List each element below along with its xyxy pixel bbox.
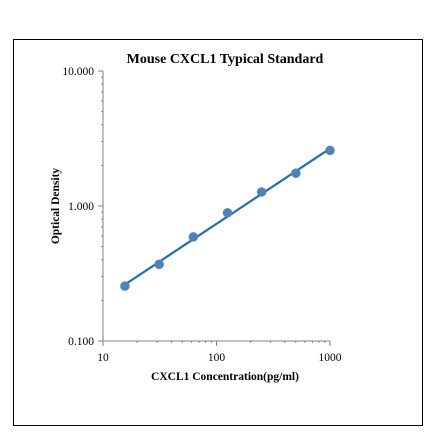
data-points [120, 145, 335, 291]
x-axis-label: CXCL1 Concentration(pg/ml) [151, 371, 299, 383]
x-tick-label: 10 [97, 352, 109, 364]
x-tick-label: 1000 [319, 352, 342, 364]
data-point [120, 281, 130, 291]
data-point [154, 259, 164, 270]
data-point [222, 208, 233, 218]
data-point [188, 232, 199, 242]
x-tick-label: 100 [208, 352, 226, 364]
y-tick-labels: 0.100 1.000 10.000 [62, 66, 94, 348]
x-tick-labels: 10 100 1000 [97, 352, 342, 364]
chart-title: Mouse CXCL1 Typical Standard [127, 52, 324, 67]
data-point [256, 187, 267, 197]
data-point [325, 145, 335, 156]
data-point [291, 168, 301, 178]
y-tick-label: 1.000 [68, 201, 94, 213]
chart-frame [13, 39, 423, 426]
y-tick-label: 10.000 [62, 66, 94, 78]
y-tick-label: 0.100 [68, 336, 94, 348]
y-axis-label: Optical Density [50, 168, 62, 245]
plot-area [98, 70, 331, 346]
